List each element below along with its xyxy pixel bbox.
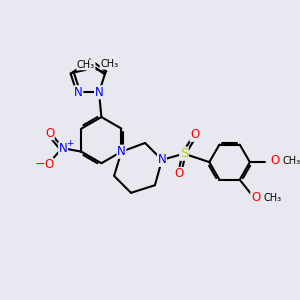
Text: O: O — [175, 167, 184, 180]
Text: CH₃: CH₃ — [283, 156, 300, 166]
Text: N: N — [117, 145, 126, 158]
Text: S: S — [180, 147, 188, 160]
Text: −: − — [35, 158, 46, 171]
Text: N: N — [74, 86, 83, 99]
Text: N: N — [59, 142, 68, 155]
Text: O: O — [44, 158, 53, 171]
Text: CH₃: CH₃ — [100, 59, 118, 69]
Text: N: N — [94, 86, 103, 99]
Text: O: O — [251, 191, 260, 204]
Text: O: O — [190, 128, 199, 141]
Text: N: N — [158, 153, 166, 167]
Text: O: O — [45, 127, 54, 140]
Text: CH₃: CH₃ — [77, 60, 95, 70]
Text: +: + — [66, 139, 73, 148]
Text: CH₃: CH₃ — [264, 193, 282, 203]
Text: O: O — [270, 154, 279, 167]
